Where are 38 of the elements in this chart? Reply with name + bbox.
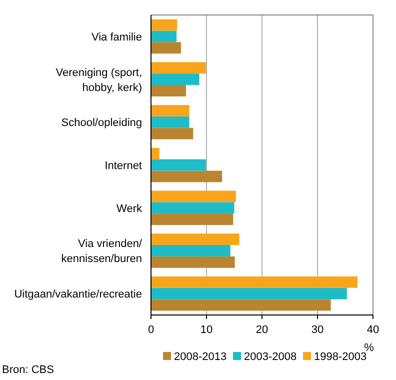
- bar: [151, 19, 178, 31]
- x-axis-title: %: [364, 342, 374, 354]
- bar: [151, 85, 186, 96]
- bar: [151, 299, 331, 311]
- bar: [151, 74, 200, 85]
- y-tick-label: Via vrienden/ kennissen/buren: [61, 238, 143, 266]
- y-tick-label: Vereniging (sport, hobby, kerk): [56, 66, 142, 94]
- x-tick-label: 20: [256, 324, 268, 336]
- bar: [151, 62, 206, 74]
- x-tick-label: 10: [200, 324, 213, 336]
- bar: [151, 276, 358, 288]
- x-tick-label: 30: [311, 324, 324, 336]
- bar: [151, 202, 234, 214]
- bar: [151, 234, 240, 245]
- legend-label: 2003-2008: [244, 351, 297, 363]
- bar: [151, 170, 222, 182]
- x-tick-label: 40: [366, 324, 380, 336]
- bar: [151, 245, 230, 256]
- bar: [151, 148, 160, 160]
- bar: [151, 128, 194, 140]
- bar: [151, 30, 177, 42]
- text: Bron: CBS: [2, 364, 54, 376]
- bar: [151, 214, 234, 225]
- y-tick-label: Werk: [116, 202, 142, 215]
- bar: [151, 190, 236, 202]
- y-tick-label: Uitgaan/vakantie/recreatie: [14, 288, 142, 301]
- legend-label: 2008-2013: [174, 351, 227, 363]
- y-tick-label: Via familie: [91, 31, 142, 44]
- y-tick-label: Internet: [104, 160, 142, 172]
- bar: [151, 288, 347, 300]
- legend-label: 1998-2003: [314, 351, 367, 363]
- y-tick-label: School/opleiding: [61, 117, 142, 130]
- bar: [151, 256, 235, 268]
- bar: [151, 42, 181, 54]
- bar: [151, 159, 206, 171]
- bar: [151, 105, 190, 116]
- x-tick-label: 0: [148, 324, 154, 336]
- bar: [151, 116, 190, 128]
